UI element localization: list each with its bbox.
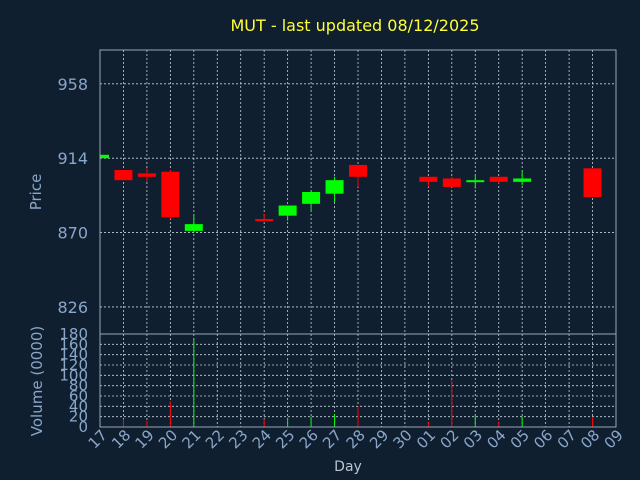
volume-tick-label: 0 bbox=[78, 418, 88, 436]
candle-body bbox=[419, 176, 438, 182]
candle-body bbox=[325, 180, 344, 194]
day-tick-label: 18 bbox=[108, 426, 134, 452]
day-tick-label: 26 bbox=[296, 426, 322, 452]
volume-axis-label: Volume (0000) bbox=[28, 326, 46, 436]
candle-body bbox=[100, 154, 109, 159]
candle-body bbox=[114, 170, 133, 181]
volume-tick-label: 80 bbox=[69, 377, 88, 395]
price-tick-label: 870 bbox=[57, 224, 88, 243]
day-tick-label: 19 bbox=[132, 426, 158, 452]
candle-body bbox=[349, 164, 367, 177]
volume-tick-label: 140 bbox=[59, 346, 88, 364]
day-tick-label: 01 bbox=[413, 426, 439, 452]
candle-body bbox=[255, 219, 274, 222]
day-tick-label: 03 bbox=[460, 426, 486, 452]
day-tick-label: 06 bbox=[530, 426, 556, 452]
day-tick-label: 02 bbox=[436, 426, 462, 452]
price-tick-label: 826 bbox=[57, 298, 88, 317]
day-tick-label: 25 bbox=[272, 426, 298, 452]
volume-tick-label: 100 bbox=[59, 366, 88, 384]
day-tick-label: 29 bbox=[366, 426, 392, 452]
day-tick-label: 04 bbox=[483, 426, 509, 452]
price-axis-label: Price bbox=[27, 174, 45, 211]
volume-panel-frame bbox=[99, 333, 617, 428]
day-tick-label: 21 bbox=[178, 426, 204, 452]
day-tick-label: 08 bbox=[577, 426, 603, 452]
price-panel: 826 870 914 958 bbox=[57, 49, 617, 335]
candle-body bbox=[583, 168, 602, 198]
candle-body bbox=[184, 224, 203, 231]
candle-body bbox=[513, 178, 532, 182]
candle-body bbox=[466, 180, 485, 183]
day-tick-label: 22 bbox=[202, 426, 228, 452]
day-tick-label: 17 bbox=[85, 426, 111, 452]
volume-tick-label: 40 bbox=[69, 397, 88, 415]
volume-tick-label: 120 bbox=[59, 356, 88, 374]
day-tick-label: 05 bbox=[507, 426, 533, 452]
volume-tick-label: 20 bbox=[69, 408, 88, 426]
day-tick-label: 09 bbox=[601, 426, 627, 452]
candle-body bbox=[489, 176, 508, 182]
candle-body bbox=[278, 205, 297, 216]
day-tick-label: 23 bbox=[225, 426, 251, 452]
price-tick-label: 914 bbox=[57, 149, 88, 168]
volume-tick-label: 160 bbox=[59, 335, 88, 353]
candle-body bbox=[302, 192, 321, 204]
candle-body bbox=[137, 173, 156, 177]
day-tick-label: 07 bbox=[554, 426, 580, 452]
candle-body bbox=[442, 178, 461, 187]
day-tick-label: 27 bbox=[319, 426, 345, 452]
price-tick-label: 958 bbox=[57, 75, 88, 94]
day-tick-label: 20 bbox=[155, 426, 181, 452]
day-tick-label: 28 bbox=[343, 426, 369, 452]
volume-tick-label: 60 bbox=[69, 387, 88, 405]
day-tick-label: 24 bbox=[249, 426, 275, 452]
chart-title: MUT - last updated 08/12/2025 bbox=[230, 16, 479, 35]
volume-tick-label: 180 bbox=[59, 325, 88, 343]
day-tick-label: 30 bbox=[390, 426, 416, 452]
candle-body bbox=[161, 171, 180, 218]
x-axis-label: Day bbox=[334, 459, 362, 475]
